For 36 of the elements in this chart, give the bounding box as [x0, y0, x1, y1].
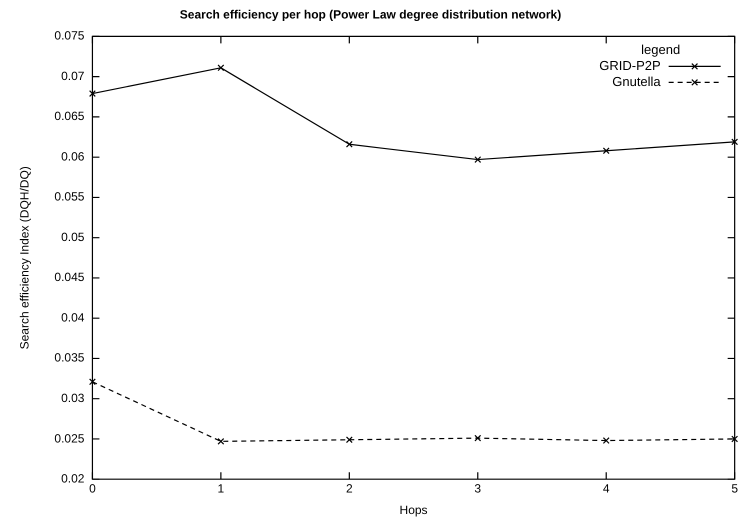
x-tick-label: 2 — [346, 482, 353, 496]
legend-label: Gnutella — [612, 74, 662, 89]
x-tick-label: 5 — [731, 482, 738, 496]
point — [217, 438, 224, 445]
y-axis-title: Search efficiency Index (DQH/DQ) — [18, 166, 32, 350]
y-tick-label: 0.055 — [54, 190, 85, 204]
point — [602, 147, 610, 154]
y-tick-label: 0.035 — [54, 350, 85, 365]
x-axis-title: Hops — [400, 503, 428, 518]
point — [217, 64, 224, 72]
chart-title: Search efficiency per hop (Power Law degree distribution network) — [180, 8, 562, 22]
y-tick-label: 0.04 — [61, 310, 85, 324]
y-tick-label: 0.02 — [61, 472, 85, 486]
x-tick-label: 1 — [218, 482, 225, 496]
point — [474, 156, 482, 164]
point — [346, 436, 353, 444]
y-tick-label: 0.07 — [61, 68, 85, 83]
y-tick-label: 0.03 — [61, 391, 85, 406]
legend-title: legend — [641, 42, 680, 57]
y-tick-label: 0.075 — [54, 28, 85, 43]
x-tick-label: 0 — [89, 482, 96, 496]
y-tick-label: 0.06 — [61, 149, 85, 164]
x-tick-label: 3 — [474, 482, 482, 496]
point — [89, 378, 96, 386]
y-tick-label: 0.025 — [54, 431, 85, 446]
point — [89, 90, 96, 97]
point — [731, 436, 738, 442]
legend-label: GRID-P2P — [599, 58, 661, 73]
y-tick-label: 0.065 — [54, 109, 85, 124]
point — [474, 434, 482, 442]
x-tick-label: 4 — [602, 482, 610, 496]
point — [731, 138, 738, 146]
point — [602, 437, 610, 444]
y-tick-label: 0.045 — [54, 270, 85, 284]
y-tick-label: 0.05 — [61, 230, 85, 244]
point — [346, 140, 353, 148]
